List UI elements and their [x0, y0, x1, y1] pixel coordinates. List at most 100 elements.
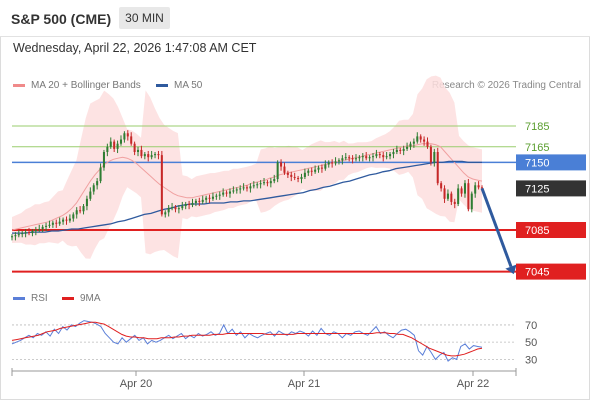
candle-body — [14, 235, 17, 237]
candle-body — [21, 233, 24, 235]
candle-body — [24, 232, 27, 234]
legend-ma50: MA 50 — [156, 80, 202, 91]
level-label-7045: 7045 — [525, 267, 549, 279]
candle-body — [344, 157, 347, 159]
level-label-7185: 7185 — [525, 121, 549, 133]
candle-body — [280, 162, 283, 167]
candle-body — [225, 192, 228, 194]
candle-body — [324, 164, 327, 169]
candle-body — [474, 185, 477, 194]
candle-body — [378, 154, 381, 156]
candle-body — [327, 162, 330, 165]
level-badge-7150 — [516, 154, 586, 171]
candle-body — [256, 184, 259, 186]
candle-body — [409, 143, 412, 147]
level-badge-7125 — [516, 180, 586, 197]
legend-9ma: 9MA — [62, 293, 101, 304]
candle-body — [450, 193, 453, 202]
candle-body — [249, 186, 252, 189]
candle-body — [222, 192, 225, 195]
candle-body — [406, 146, 409, 149]
candle-body — [317, 167, 320, 170]
legend-rsi: RSI — [13, 293, 48, 304]
candle-body — [371, 156, 375, 158]
candle-body — [443, 188, 446, 199]
candle-body — [157, 154, 160, 156]
candle-body — [82, 206, 85, 212]
candle-body — [354, 158, 358, 160]
candle-body — [119, 139, 123, 144]
candle-body — [215, 195, 218, 197]
bollinger-bands — [12, 75, 482, 259]
candle-body — [429, 146, 432, 163]
level-badge-7045 — [516, 263, 586, 280]
candle-body — [218, 194, 221, 196]
candle-body — [48, 224, 51, 226]
candle-body — [232, 190, 235, 192]
candle-body — [28, 232, 31, 234]
candle-body — [341, 158, 344, 161]
candle-body — [211, 196, 214, 199]
candle-body — [276, 162, 279, 180]
candle-body — [51, 222, 54, 225]
candle-body — [463, 183, 466, 194]
candle-body — [99, 167, 102, 182]
candle-body — [140, 149, 143, 157]
candle-body — [198, 200, 201, 202]
candlesticks — [10, 130, 484, 241]
candle-body — [307, 170, 310, 173]
candle-body — [102, 152, 105, 168]
candle-body — [58, 221, 61, 224]
rsi-tick-50: 50 — [525, 337, 537, 349]
candle-body — [205, 197, 208, 200]
candle-body — [436, 152, 439, 184]
projection-arrowhead — [505, 264, 517, 275]
candle-body — [477, 185, 480, 188]
projection-arrow — [480, 187, 517, 275]
candle-body — [423, 139, 426, 142]
candle-body — [337, 160, 340, 162]
candle-body — [41, 226, 44, 229]
candle-body — [426, 141, 429, 147]
candle-body — [460, 188, 463, 194]
candle-body — [164, 212, 167, 215]
candle-body — [382, 155, 385, 158]
legend-ma20-label: MA 20 + Bollinger Bands — [31, 80, 141, 91]
candle-body — [259, 183, 262, 185]
candle-body — [92, 185, 95, 192]
candle-body — [358, 157, 361, 159]
x-tick-label: Apr 21 — [288, 378, 320, 390]
x-tick-label: Apr 20 — [120, 378, 152, 390]
rsi-tick-30: 30 — [525, 354, 537, 366]
chart-datetime: Wednesday, April 22, 2026 1:47:08 AM CET — [13, 41, 257, 55]
candle-body — [402, 148, 405, 151]
level-badge-7085 — [516, 222, 586, 238]
x-axis: Apr 20 Apr 21 Apr 22 — [11, 368, 517, 390]
candle-body — [331, 162, 334, 164]
candle-body — [133, 143, 136, 152]
candle-body — [269, 181, 272, 184]
candle-body — [412, 141, 415, 144]
candle-body — [72, 214, 75, 219]
candle-body — [293, 176, 296, 178]
rsi-tick-70: 70 — [525, 320, 537, 332]
ma9-swatch — [62, 297, 74, 300]
bollinger-band-area — [12, 75, 482, 259]
candle-body — [263, 182, 266, 184]
candle-body — [266, 182, 269, 184]
candle-body — [290, 174, 293, 177]
candle-body — [446, 193, 449, 199]
candle-body — [399, 149, 402, 151]
candle-body — [419, 136, 422, 140]
rsi-swatch — [13, 297, 25, 300]
candle-body — [123, 133, 126, 140]
candle-body — [31, 231, 34, 234]
candle-body — [191, 202, 194, 206]
candle-body — [228, 191, 231, 194]
candle-body — [167, 208, 170, 213]
chart-header: S&P 500 (CME) 30 MIN — [0, 0, 590, 37]
timeframe-button[interactable]: 30 MIN — [119, 7, 170, 29]
candle-body — [79, 210, 82, 212]
candle-body — [75, 210, 78, 215]
